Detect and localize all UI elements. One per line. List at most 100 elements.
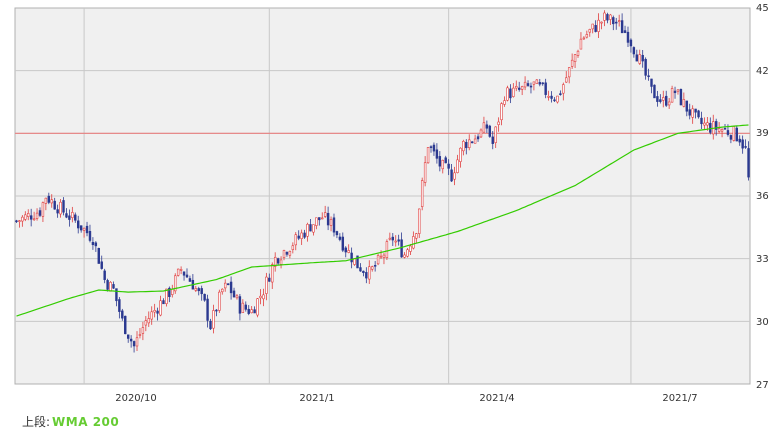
- candle-body: [24, 214, 27, 220]
- candle-body: [74, 214, 77, 221]
- candle-body: [473, 138, 477, 144]
- candle-body: [359, 267, 362, 272]
- candle-body: [347, 250, 350, 253]
- legend-prefix: 上段:: [22, 415, 51, 429]
- candle-body: [594, 25, 597, 32]
- candle-body: [423, 162, 427, 183]
- candle-body: [470, 141, 474, 144]
- candle-body: [615, 21, 618, 24]
- candle-body: [276, 258, 280, 264]
- candle-body: [171, 288, 174, 295]
- candle-body: [44, 197, 48, 204]
- candle-body: [282, 250, 286, 258]
- candle-body: [118, 299, 121, 312]
- candle-body: [506, 87, 509, 101]
- candle-body: [559, 93, 562, 95]
- candle-body: [597, 19, 600, 32]
- candle-body: [603, 12, 606, 21]
- candle-body: [418, 208, 421, 234]
- candle-body: [65, 213, 68, 218]
- candle-body: [468, 139, 471, 148]
- candle-body: [179, 269, 183, 271]
- candle-body: [420, 180, 424, 207]
- candle-body: [682, 99, 686, 107]
- y-axis-ticks: 45 42 39 36 33 30 27: [756, 3, 769, 391]
- candle-body: [567, 67, 571, 78]
- candle-body: [415, 233, 418, 239]
- candle-body: [365, 272, 368, 279]
- wma-200-series: [16, 124, 749, 317]
- candle-body: [585, 34, 589, 38]
- candle-body: [362, 270, 365, 274]
- candle-body: [100, 261, 103, 269]
- candle-body: [344, 247, 347, 253]
- candle-body: [71, 212, 74, 218]
- candle-body: [553, 99, 556, 102]
- candle-body: [485, 124, 489, 129]
- candle-body: [209, 320, 212, 330]
- candle-body: [91, 241, 95, 246]
- candle-body: [703, 122, 706, 126]
- candle-body: [497, 121, 500, 125]
- candle-body: [694, 108, 697, 113]
- candle-body: [656, 96, 659, 102]
- candle-body: [309, 224, 312, 232]
- candle-body: [591, 23, 594, 30]
- candle-body: [126, 334, 130, 339]
- candle-body: [509, 88, 512, 99]
- candle-body: [600, 21, 603, 24]
- candle-body: [482, 122, 486, 133]
- candle-body: [294, 234, 297, 246]
- candle-body: [112, 284, 115, 289]
- y-tick-label: 30: [756, 317, 769, 328]
- candle-body: [388, 237, 392, 240]
- candle-body: [476, 136, 480, 140]
- candle-body: [129, 338, 133, 342]
- candle-body: [291, 245, 295, 250]
- candle-body: [38, 210, 42, 216]
- candle-body: [350, 252, 353, 263]
- wma-200-line: [16, 124, 749, 317]
- y-tick-label: 45: [756, 3, 769, 14]
- candle-body: [556, 95, 559, 103]
- candle-body: [138, 334, 142, 336]
- candle-body: [315, 217, 318, 226]
- candle-body: [188, 278, 192, 282]
- candle-body: [97, 247, 101, 264]
- candle-body: [717, 128, 721, 132]
- candle-body: [532, 81, 536, 85]
- candle-body: [29, 215, 33, 220]
- candle-body: [62, 200, 65, 213]
- candle-body: [370, 266, 374, 270]
- candle-body: [271, 264, 274, 283]
- candle-body: [47, 195, 51, 203]
- candle-body: [253, 309, 256, 314]
- candle-body: [500, 103, 503, 121]
- candle-body: [456, 159, 459, 173]
- candle-body: [132, 341, 136, 347]
- candle-body: [297, 235, 300, 239]
- candle-body: [426, 147, 430, 164]
- x-tick-label: 2021/7: [662, 393, 697, 404]
- candle-body: [341, 236, 345, 251]
- candle-body: [356, 255, 359, 269]
- candle-body: [32, 218, 36, 221]
- candle-body: [109, 281, 112, 292]
- candle-body: [124, 315, 127, 335]
- candle-body: [488, 125, 492, 137]
- candle-body: [56, 209, 59, 214]
- candle-body: [526, 83, 530, 86]
- candle-body: [321, 217, 324, 220]
- candle-body: [273, 256, 277, 267]
- candle-body: [147, 318, 150, 324]
- candle-body: [732, 126, 736, 141]
- candle-body: [165, 288, 168, 305]
- candle-body: [397, 239, 400, 242]
- x-tick-label: 2020/10: [115, 393, 157, 404]
- candle-body: [156, 310, 159, 314]
- candle-body: [535, 79, 539, 84]
- x-axis-ticks: 2020/10 2021/1 2021/4 2021/7: [115, 393, 697, 404]
- x-tick-label: 2021/1: [299, 393, 334, 404]
- candle-body: [664, 95, 668, 106]
